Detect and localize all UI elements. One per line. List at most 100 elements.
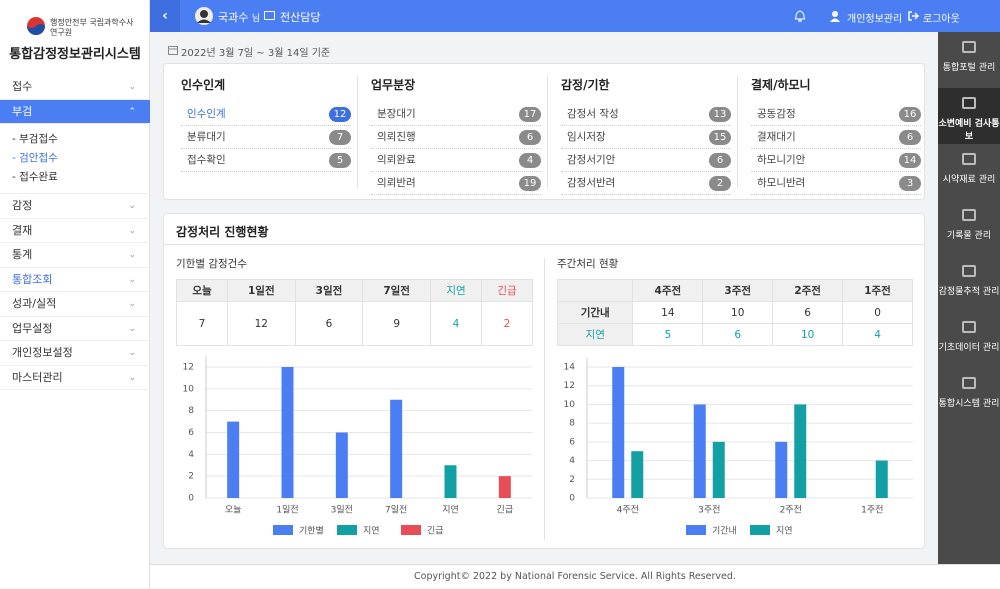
- item-count: 16: [899, 107, 921, 122]
- item-count: 5: [329, 153, 351, 168]
- logout-link[interactable]: 로그아웃: [923, 14, 960, 25]
- submenu-item[interactable]: - 접수완료: [12, 171, 58, 183]
- item-label: 하모니기안: [757, 154, 806, 166]
- summary-item[interactable]: 의뢰완료 4: [371, 149, 541, 172]
- value-cell: 12: [226, 301, 296, 346]
- summary-item[interactable]: 하모니기안 14: [751, 149, 921, 172]
- y-tick-label: 0: [569, 494, 575, 504]
- header-cell: 1주전: [842, 279, 913, 302]
- divider: [164, 244, 924, 245]
- divider: [544, 258, 545, 540]
- x-tick-label: 2주전: [780, 505, 802, 516]
- menu-label: 성과/실적: [12, 297, 57, 310]
- item-count: 13: [709, 107, 731, 122]
- y-tick-label: 0: [188, 494, 194, 504]
- right-menu-item[interactable]: 시약재료 관리: [938, 144, 1000, 200]
- submenu-item[interactable]: - 부검접수: [12, 133, 58, 145]
- header-cell: 3일전: [294, 279, 364, 302]
- submenu-item[interactable]: - 검안접수: [12, 152, 58, 164]
- id-icon: [264, 11, 275, 20]
- item-label: 분류대기: [187, 131, 226, 143]
- item-label: 의뢰완료: [377, 154, 416, 166]
- y-tick-label: 10: [564, 400, 576, 410]
- right-menu-item[interactable]: 소변예비 검사통보: [938, 88, 1000, 144]
- summary-item[interactable]: 임시저장 15: [561, 126, 731, 149]
- header-cell: 3주전: [702, 279, 774, 302]
- right-menu-item[interactable]: 통합포털 관리: [938, 32, 1000, 88]
- y-tick-label: 8: [569, 419, 575, 429]
- item-label: 감정서기안: [567, 154, 616, 166]
- right-menu-label: 소변예비 검사통보: [938, 119, 1000, 142]
- menu-item[interactable]: 업무설정 ⌄: [0, 317, 150, 341]
- summary-item[interactable]: 결재대기 6: [751, 126, 921, 149]
- summary-item[interactable]: 감정서반려 2: [561, 172, 731, 195]
- right-menu-item[interactable]: 기록물 관리: [938, 200, 1000, 256]
- user-icon: [830, 11, 840, 22]
- progress-card: 감정처리 진행현황 기한별 감정건수 주간처리 현황 오늘 1일전 3일전 7일전 지연…: [163, 213, 925, 549]
- summary-item[interactable]: 의뢰진행 6: [371, 126, 541, 149]
- menu-item[interactable]: 통합조회 ⌄: [0, 268, 150, 292]
- menu-item[interactable]: 성과/실적 ⌄: [0, 292, 150, 317]
- collapse-button[interactable]: ‹: [150, 0, 180, 32]
- org-name: 행정안전부 국립과학수사연구원: [50, 18, 134, 38]
- chevron: ⌄: [128, 225, 136, 236]
- icon: [962, 41, 976, 53]
- header-cell: [556, 279, 634, 302]
- right-menu-label: 통합시스템 관리: [938, 399, 1000, 409]
- right-table: 4주전 3주전 2주전 1주전 기간내 14 10 6 0 지연 5 6 10 4: [556, 279, 913, 346]
- menu-item[interactable]: 감정 ⌄: [0, 194, 150, 219]
- summary-item[interactable]: 접수확인 5: [181, 149, 351, 172]
- summary-item[interactable]: 감정서 작성 13: [561, 103, 731, 126]
- date-range: 2022년 3월 7일 ~ 3월 14일 기준: [181, 48, 331, 59]
- right-menu-item[interactable]: 감정물추적 관리: [938, 256, 1000, 312]
- y-tick-label: 2: [188, 472, 194, 482]
- avatar: [195, 7, 213, 25]
- menu-item[interactable]: 통계 ⌄: [0, 243, 150, 268]
- header-cell: 4주전: [632, 279, 704, 302]
- menu-item[interactable]: 부검 ⌃: [0, 99, 150, 124]
- chevron: ⌄: [128, 274, 136, 285]
- summary-item[interactable]: 인수인계 12: [181, 103, 351, 126]
- right-menu-label: 시약재료 관리: [942, 175, 996, 185]
- right-menu-item[interactable]: 기초데이터 관리: [938, 312, 1000, 368]
- item-count: 3: [899, 176, 921, 191]
- right-menu-label: 기록물 관리: [946, 231, 992, 241]
- item-label: 의뢰반려: [377, 177, 416, 189]
- left-table: 오늘 1일전 3일전 7일전 지연 긴급 7 12 6 9 4 2: [176, 279, 534, 346]
- menu-item[interactable]: 개인정보설정 ⌄: [0, 341, 150, 366]
- user-suffix: 님: [251, 14, 261, 24]
- chevron: ⌃: [128, 106, 136, 117]
- legend-swatch: [337, 525, 357, 535]
- calendar-icon: [168, 46, 178, 55]
- menu-item[interactable]: 결재 ⌄: [0, 219, 150, 243]
- bar: [390, 399, 403, 498]
- menu-item[interactable]: 마스터관리 ⌄: [0, 366, 150, 390]
- item-label: 의뢰진행: [377, 131, 416, 143]
- legend-swatch: [686, 525, 706, 535]
- bar: [444, 465, 457, 498]
- value-row: 7 12 6 9 4 2: [176, 301, 534, 346]
- summary-item[interactable]: 공동감정 16: [751, 103, 921, 126]
- summary-item[interactable]: 하모니반려 3: [751, 172, 921, 195]
- item-count: 2: [709, 176, 731, 191]
- right-menu-item[interactable]: 통합시스템 관리: [938, 368, 1000, 424]
- summary-column: 결제/하모니 공동감정 16 결재대기 6 하모니기안 14 하모니반려 3: [737, 76, 921, 195]
- value-cell: 4: [842, 323, 913, 346]
- summary-item[interactable]: 분장대기 17: [371, 103, 541, 126]
- legend-label: 기간내: [712, 526, 737, 537]
- value-cell: 5: [632, 323, 704, 346]
- summary-item[interactable]: 의뢰반려 19: [371, 172, 541, 195]
- bell-icon[interactable]: [795, 10, 805, 22]
- y-tick-label: 14: [564, 363, 576, 373]
- item-count: 4: [519, 153, 541, 168]
- profile-link[interactable]: 개인정보관리: [847, 14, 903, 25]
- item-count: 6: [709, 153, 731, 168]
- summary-item[interactable]: 분류대기 7: [181, 126, 351, 149]
- summary-item[interactable]: 감정서기안 6: [561, 149, 731, 172]
- item-count: 6: [519, 130, 541, 145]
- header-cell: 7일전: [362, 279, 431, 302]
- menu-item[interactable]: 접수 ⌄: [0, 75, 150, 100]
- value-cell: 6: [294, 301, 364, 346]
- y-tick-label: 4: [188, 450, 194, 460]
- item-label: 임시저장: [567, 131, 606, 143]
